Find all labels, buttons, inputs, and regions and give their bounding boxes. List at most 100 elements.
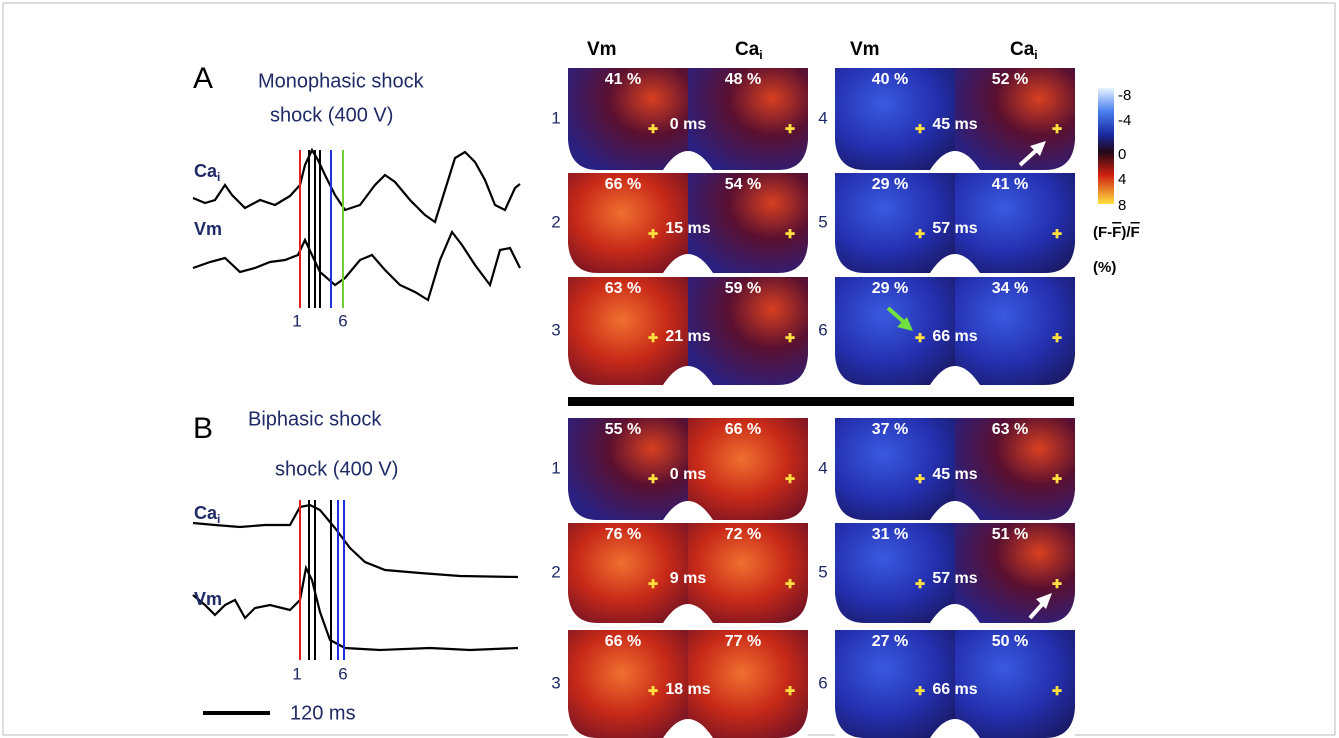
panel-subtitle: shock (400 V): [275, 458, 398, 480]
colorbar-tick: -4: [1118, 112, 1131, 129]
map-vm: [835, 277, 955, 385]
map-cutout: [778, 593, 808, 623]
map-percent-ca: 52 %: [992, 71, 1028, 88]
map-vm: [835, 418, 955, 520]
map-cutout: [930, 604, 980, 623]
map-cutout: [1045, 355, 1075, 385]
map-cutout: [778, 708, 808, 738]
map-cutout: [568, 490, 598, 520]
map-cutout: [835, 490, 865, 520]
column-header: Cai: [1010, 39, 1038, 62]
trace-label-text: Vm: [194, 219, 222, 239]
site-marker: ✚: [1052, 122, 1062, 136]
site-marker: ✚: [1052, 577, 1062, 591]
colorbar-tick: 8: [1118, 197, 1126, 214]
markers-a: [299, 150, 344, 308]
colorbar-tick: 4: [1118, 171, 1126, 188]
map-percent-vm: 37 %: [872, 421, 908, 438]
map-ca: [955, 630, 1075, 738]
site-marker: ✚: [1052, 472, 1062, 486]
map-ca: [688, 418, 808, 520]
map-ca: [955, 523, 1075, 623]
map-percent-vm: 27 %: [872, 633, 908, 650]
marker-label: 1: [292, 311, 301, 330]
site-marker: ✚: [915, 122, 925, 136]
row-number: 1: [551, 108, 560, 127]
map-percent-ca: 77 %: [725, 633, 761, 650]
map-time: 45 ms: [932, 466, 977, 483]
site-marker: ✚: [648, 472, 658, 486]
map-percent-ca: 50 %: [992, 633, 1028, 650]
trace-label-sub: i: [217, 170, 220, 184]
map-cutout: [1045, 593, 1075, 623]
map-cutout: [835, 243, 865, 273]
site-marker: ✚: [1052, 684, 1062, 698]
map-time: 0 ms: [670, 116, 707, 133]
map-vm: [835, 523, 955, 623]
map-time: 18 ms: [665, 681, 710, 698]
map-time: 66 ms: [932, 681, 977, 698]
row-number: 6: [818, 673, 827, 692]
map-vm: [835, 630, 955, 738]
site-marker: ✚: [915, 227, 925, 241]
row-number: 2: [551, 562, 560, 581]
map-percent-ca: 51 %: [992, 526, 1028, 543]
map-cutout: [568, 593, 598, 623]
map-percent-vm: 29 %: [872, 176, 908, 193]
map-cutout: [568, 355, 598, 385]
map-cutout: [930, 501, 980, 520]
separator: [568, 397, 1074, 406]
map-percent-ca: 41 %: [992, 176, 1028, 193]
site-marker: ✚: [785, 122, 795, 136]
map-ca: [955, 418, 1075, 520]
map-ca: [955, 173, 1075, 273]
map-percent-ca: 72 %: [725, 526, 761, 543]
row-number: 1: [551, 458, 560, 477]
panel-letter: A: [193, 62, 213, 95]
map-ca: [688, 630, 808, 738]
map-cutout: [835, 355, 865, 385]
map-time: 57 ms: [932, 570, 977, 587]
map-time: 0 ms: [670, 466, 707, 483]
map-vm: [835, 68, 955, 170]
map-time: 66 ms: [932, 328, 977, 345]
map-vm: [568, 523, 688, 623]
row-number: 4: [818, 108, 827, 127]
map-cutout: [1045, 490, 1075, 520]
map-vm: [568, 68, 688, 170]
row-number: 6: [818, 320, 827, 339]
row-number: 3: [551, 673, 560, 692]
site-marker: ✚: [785, 684, 795, 698]
map-percent-ca: 66 %: [725, 421, 761, 438]
map-percent-vm: 40 %: [872, 71, 908, 88]
map-cutout: [835, 593, 865, 623]
site-marker: ✚: [785, 331, 795, 345]
map-cutout: [835, 140, 865, 170]
map-cutout: [663, 254, 713, 273]
map-cutout: [778, 243, 808, 273]
map-cutout: [568, 708, 598, 738]
map-time: 9 ms: [670, 570, 707, 587]
trace-label-text: Ca: [194, 161, 218, 181]
map-vm: [568, 277, 688, 385]
column-header: Cai: [735, 39, 763, 62]
panel-title: Monophasic shock: [258, 70, 425, 92]
column-header: Vm: [587, 39, 617, 60]
map-cutout: [778, 140, 808, 170]
map-cutout: [930, 719, 980, 738]
map-percent-ca: 48 %: [725, 71, 761, 88]
site-marker: ✚: [648, 122, 658, 136]
map-cutout: [778, 490, 808, 520]
row-number: 5: [818, 562, 827, 581]
site-marker: ✚: [915, 684, 925, 698]
trace-label: Vm: [194, 219, 222, 239]
map-cutout: [930, 366, 980, 385]
map-percent-vm: 66 %: [605, 176, 641, 193]
map-percent-ca: 63 %: [992, 421, 1028, 438]
map-percent-vm: 55 %: [605, 421, 641, 438]
map-cutout: [1045, 243, 1075, 273]
site-marker: ✚: [915, 331, 925, 345]
map-time: 21 ms: [665, 328, 710, 345]
map-percent-ca: 54 %: [725, 176, 761, 193]
